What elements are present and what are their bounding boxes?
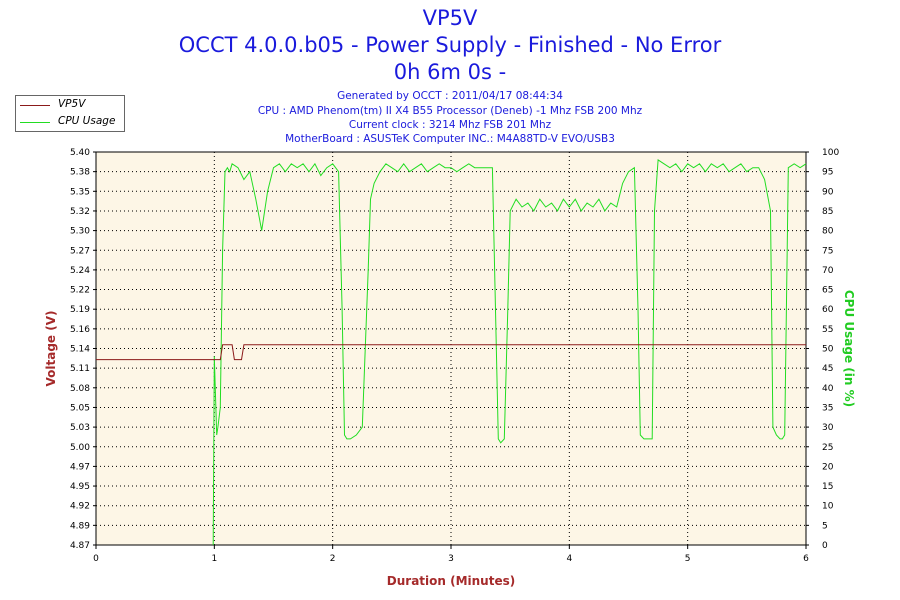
y-tick-label: 5.05 [70,403,90,413]
y-tick-label: 5.27 [70,246,90,256]
y2-tick-label: 45 [822,364,833,374]
y2-tick-label: 90 [822,187,834,197]
y-tick-label: 4.95 [70,482,90,492]
y-tick-label: 5.11 [70,364,90,374]
y-tick-label: 5.22 [70,286,90,296]
x-tick-label: 5 [685,554,691,564]
generated-info: Generated by OCCT : 2011/04/17 08:44:34 [337,90,563,102]
legend-swatch-cpu [20,122,50,123]
chart-title: VP5V [422,6,478,30]
legend-item-voltage: VP5V [20,98,124,114]
y2-tick-label: 10 [822,502,834,512]
x-tick-label: 1 [211,554,217,564]
y-tick-label: 5.08 [70,384,90,394]
legend-label-cpu: CPU Usage [58,115,116,127]
y2-tick-label: 30 [822,423,834,433]
chart-subtitle: OCCT 4.0.0.b05 - Power Supply - Finished… [178,33,722,57]
y2-tick-label: 60 [822,305,834,315]
y-tick-label: 4.87 [70,541,90,551]
legend: VP5V CPU Usage [15,95,125,132]
x-axis-label: Duration (Minutes) [387,574,515,588]
y-tick-label: 5.19 [70,305,90,315]
series-line-cpu-usage [212,159,807,546]
y2-tick-label: 100 [822,148,839,158]
y-tick-label: 5.35 [70,187,90,197]
cpu-info: CPU : AMD Phenom(tm) II X4 B55 Processor… [257,105,643,117]
y-tick-label: 5.30 [70,227,90,237]
y2-tick-label: 25 [822,443,833,453]
motherboard-info: MotherBoard : ASUSTeK Computer INC.: M4A… [285,133,615,145]
y-tick-label: 5.32 [70,207,90,217]
x-tick-label: 0 [93,554,99,564]
y2-tick-label: 15 [822,482,833,492]
y-axis-label: Voltage (V) [44,311,58,387]
y2-tick-label: 80 [822,227,834,237]
y-tick-label: 4.89 [70,521,90,531]
x-tick-label: 2 [330,554,336,564]
y2-tick-label: 20 [822,462,834,472]
legend-item-cpu: CPU Usage [20,115,124,131]
y-tick-label: 5.16 [70,325,90,335]
legend-swatch-voltage [20,105,50,106]
y2-tick-label: 70 [822,266,834,276]
y2-tick-label: 40 [822,384,834,394]
y-tick-label: 5.24 [70,266,90,276]
y2-tick-label: 0 [822,541,828,551]
legend-label-voltage: VP5V [58,98,86,110]
y2-tick-label: 95 [822,168,833,178]
x-tick-label: 3 [448,554,454,564]
y-tick-label: 5.38 [70,168,90,178]
y2-tick-label: 5 [822,521,828,531]
y2-tick-label: 65 [822,286,833,296]
y2-tick-label: 50 [822,345,834,355]
y-tick-label: 5.03 [70,423,90,433]
y-tick-label: 5.14 [70,345,90,355]
y-tick-label: 4.92 [70,502,90,512]
y-tick-label: 5.00 [70,443,90,453]
y-tick-label: 5.40 [70,148,90,158]
series-line-vp5v [96,344,806,361]
y-tick-label: 4.97 [70,462,90,472]
y2-tick-label: 55 [822,325,833,335]
x-tick-label: 4 [566,554,572,564]
y2-tick-label: 75 [822,246,833,256]
y2-axis-label: CPU Usage (in %) [842,290,856,407]
clock-info: Current clock : 3214 Mhz FSB 201 Mhz [348,119,552,131]
x-tick-label: 6 [803,554,809,564]
y2-tick-label: 35 [822,403,833,413]
plot-frame [95,151,807,546]
chart-duration: 0h 6m 0s - [393,60,507,84]
y2-tick-label: 85 [822,207,833,217]
